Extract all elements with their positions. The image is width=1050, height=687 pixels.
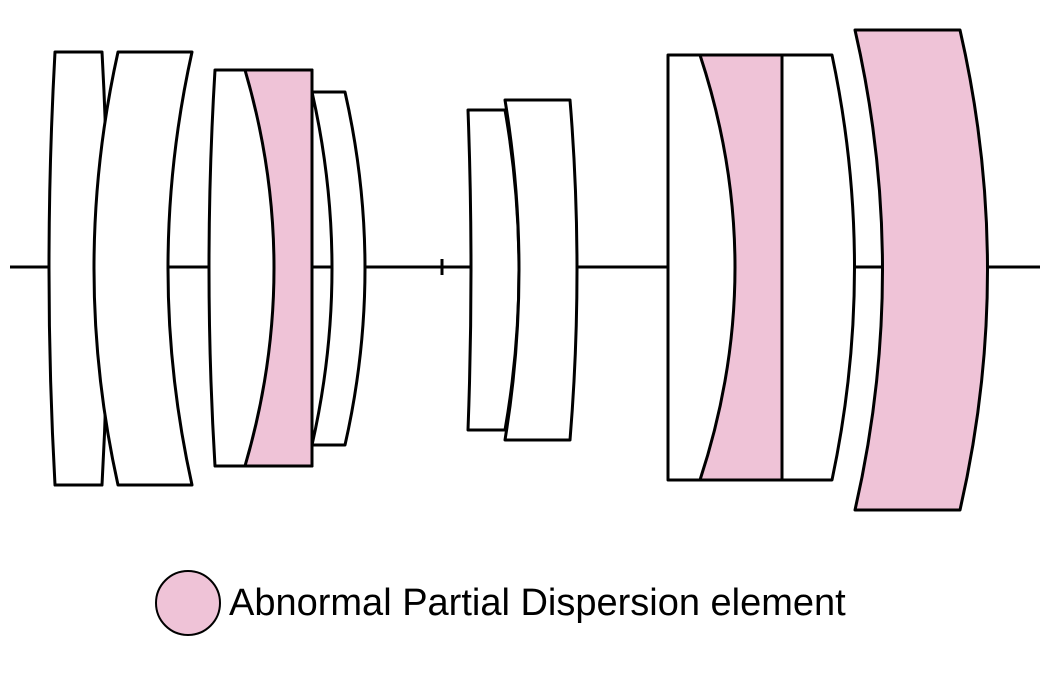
legend: Abnormal Partial Dispersion element (155, 570, 846, 636)
lens-element-g5-e1 (855, 30, 988, 510)
lens-element-g3-e1 (468, 110, 519, 430)
lens-element-g4-e3 (782, 55, 855, 480)
apd-swatch-icon (155, 570, 221, 636)
legend-label: Abnormal Partial Dispersion element (229, 582, 846, 625)
